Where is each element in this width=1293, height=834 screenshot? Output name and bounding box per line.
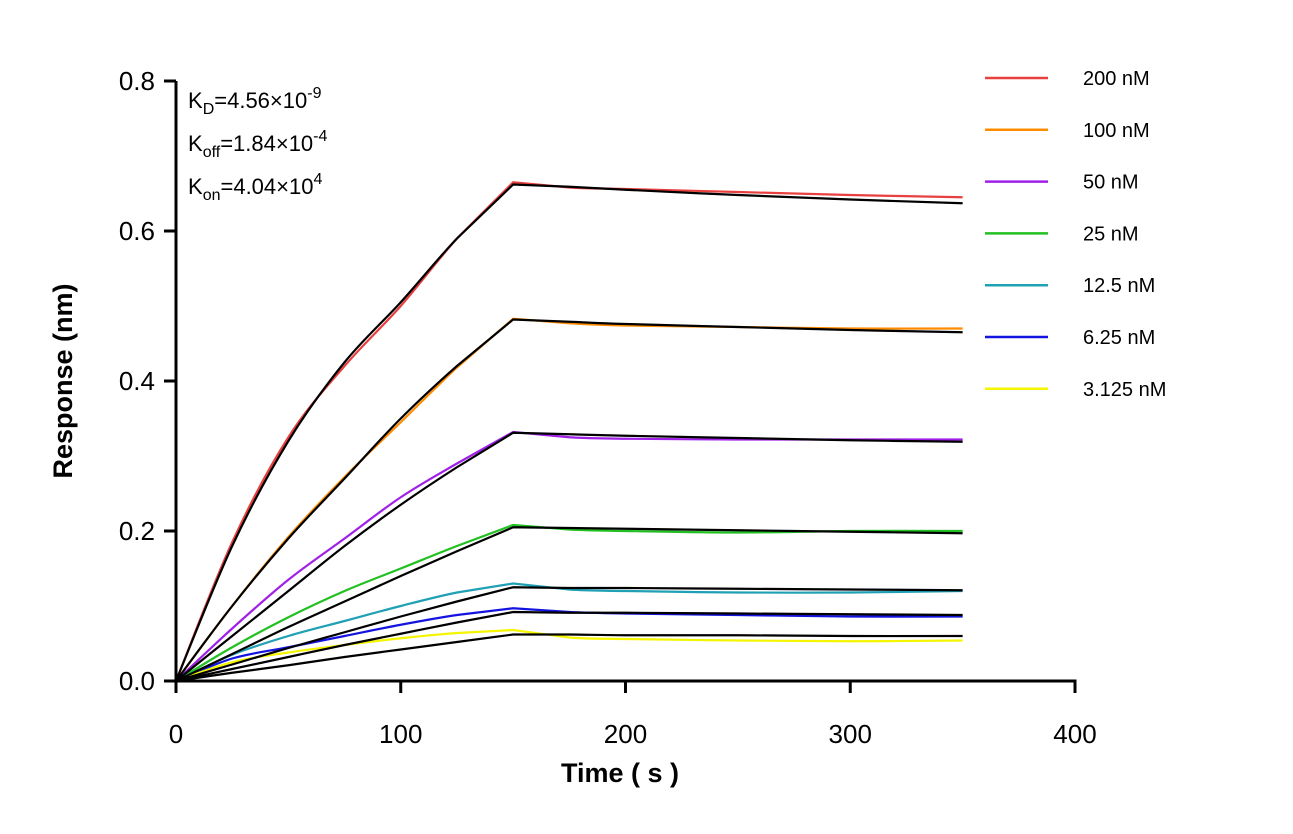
y-tick-label: 0.6 (119, 216, 155, 246)
ticks: 0 100 200 300 400 0.0 0.2 0.4 0.6 0.8 (119, 66, 1097, 749)
legend: 200 nM 100 nM 50 nM 25 nM 12.5 nM 6.25 nM 3.12… (985, 68, 1166, 401)
legend-label: 25 nM (1083, 223, 1139, 245)
legend-label: 50 nM (1083, 172, 1139, 194)
fit-line-100-nM (175, 318, 963, 682)
annotation-kd: KD=4.56×10-9 (188, 85, 322, 118)
legend-item: 12.5 nM (985, 275, 1155, 297)
legend-item: 50 nM (985, 172, 1139, 194)
x-tick-label: 0 (169, 719, 183, 749)
y-tick-label: 0.8 (119, 66, 155, 96)
fit-line-6.25-nM (175, 610, 963, 683)
fit-line-3.125-nM (175, 633, 963, 683)
fit-line-50-nM (175, 431, 963, 682)
x-tick-label: 200 (604, 719, 647, 749)
fit-line-25-nM (175, 526, 963, 682)
series-line-100-nM (175, 317, 963, 682)
legend-item: 6.25 nM (985, 327, 1155, 349)
legend-label: 3.125 nM (1083, 379, 1166, 401)
annotation-koff: Koff=1.84×10-4 (188, 128, 328, 161)
legend-item: 25 nM (985, 223, 1139, 245)
x-tick-label: 300 (829, 719, 872, 749)
series-line-3.125-nM (175, 628, 963, 683)
x-tick-label: 400 (1053, 719, 1096, 749)
legend-label: 6.25 nM (1083, 327, 1155, 349)
kinetic-annotations: KD=4.56×10-9 Koff=1.84×10-4 Kon=4.04×104 (188, 85, 328, 204)
legend-item: 3.125 nM (985, 379, 1166, 401)
series-line-50-nM (175, 430, 963, 682)
legend-label: 200 nM (1083, 68, 1150, 90)
y-tick-label: 0.2 (119, 516, 155, 546)
legend-label: 12.5 nM (1083, 275, 1155, 297)
y-tick-label: 0.0 (119, 666, 155, 696)
x-tick-label: 100 (379, 719, 422, 749)
y-axis-title: Response (nm) (48, 283, 78, 478)
x-axis-title: Time ( s ) (561, 758, 679, 788)
series-line-6.25-nM (175, 607, 963, 683)
legend-item: 200 nM (985, 68, 1150, 90)
legend-label: 100 nM (1083, 120, 1150, 142)
y-tick-label: 0.4 (119, 366, 155, 396)
series-line-12.5-nM (175, 582, 963, 682)
fit-layer (174, 183, 963, 683)
legend-item: 100 nM (985, 120, 1150, 142)
series-line-25-nM (175, 523, 963, 682)
fit-line-12.5-nM (175, 586, 963, 683)
fit-line-200-nM (174, 183, 963, 682)
annotation-kon: Kon=4.04×104 (188, 171, 322, 204)
